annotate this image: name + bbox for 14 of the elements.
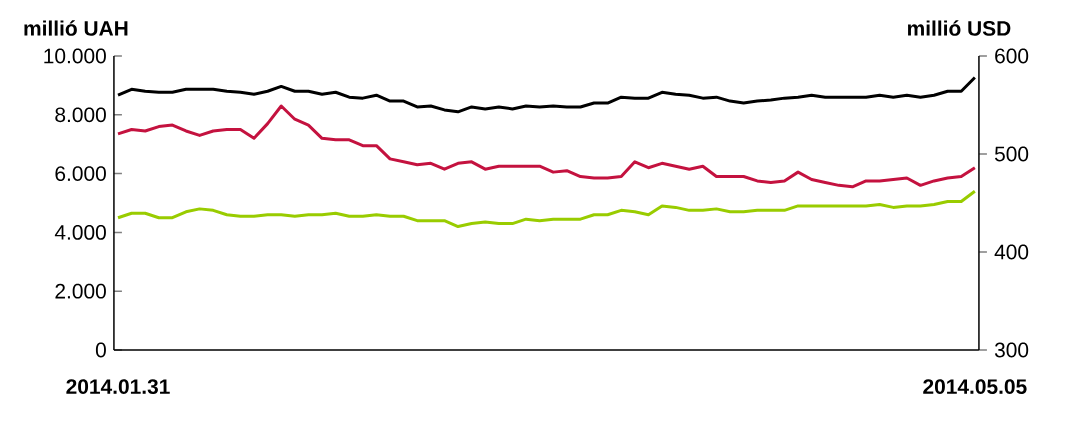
y-tick-label: 6.000 xyxy=(55,166,106,181)
y2-axis-title: millió USD xyxy=(908,20,1011,36)
x-tick-label: 2014.01.31 xyxy=(66,379,170,395)
y2-tick-label: 300 xyxy=(994,342,1029,358)
y-axis-title: millió UAH xyxy=(24,20,128,36)
x-tick-label: 2014.05.05 xyxy=(923,379,1027,394)
y-tick-label: 2.000 xyxy=(55,283,106,299)
y-tick-label: 0 xyxy=(95,342,106,358)
y2-tick-label: 400 xyxy=(994,244,1029,260)
y-tick-label: 10.000 xyxy=(44,48,106,64)
y2-tick-label: 500 xyxy=(994,146,1029,162)
y-tick-label: 8.000 xyxy=(55,107,106,123)
y-tick-label: 4.000 xyxy=(54,224,106,240)
y2-tick-label: 600 xyxy=(995,48,1029,64)
